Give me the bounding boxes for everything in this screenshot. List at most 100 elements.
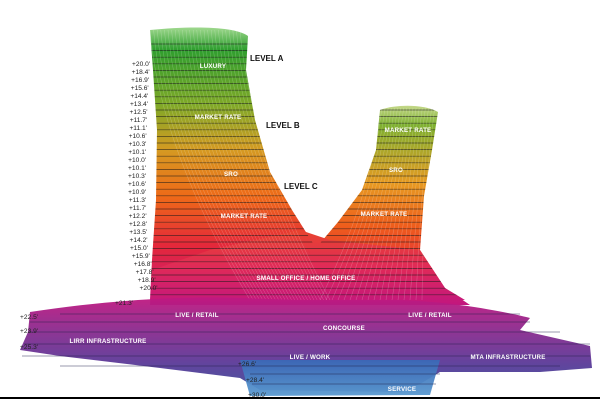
structure-wire: [189, 29, 286, 301]
elevation-label: +14.2': [130, 237, 148, 244]
structure-wire: [218, 29, 311, 301]
elevation-label: +10.6': [129, 133, 147, 140]
structure-wire: [203, 29, 299, 301]
elevation-label: +11.3': [129, 197, 146, 204]
elevation-label: +10.3': [128, 173, 146, 180]
structure-wire: [200, 29, 295, 301]
elevation-label: +15.0': [130, 245, 148, 252]
structure-wire: [214, 29, 308, 301]
elevation-label: +14.4': [130, 93, 148, 100]
structure-wire: [421, 107, 435, 301]
elevation-label: +12.8': [129, 221, 147, 228]
program-market-rate-upper-left: MARKET RATE: [195, 114, 242, 121]
structure-wire: [196, 29, 292, 301]
elevation-label: +16.9': [131, 77, 149, 84]
program-live-retail-left: LIVE / RETAIL: [175, 312, 218, 319]
structure-wire: [185, 29, 283, 301]
structure-wire: [349, 107, 398, 301]
program-market-rate-lower-left: MARKET RATE: [221, 213, 268, 220]
elevation-label: +22.5': [20, 314, 38, 321]
elevation-label: +10.0': [128, 157, 146, 164]
elevation-label: +15.9': [132, 253, 150, 260]
program-market-rate-lower-right: MARKET RATE: [361, 211, 408, 218]
structure-wire: [178, 29, 276, 301]
program-live-retail-right: LIVE / RETAIL: [408, 312, 451, 319]
structure-wire: [367, 107, 407, 301]
elevation-label: +10.9': [128, 189, 146, 196]
elevation-label: +18.9': [138, 277, 156, 284]
elevation-label: +18.4': [132, 69, 150, 76]
elevation-label: +25.3': [20, 344, 38, 351]
elevation-label: +11.1': [129, 125, 146, 132]
structure-wire: [337, 107, 392, 301]
structure-wire: [325, 107, 386, 301]
elevation-label: +10.1': [128, 149, 146, 156]
structure-wire: [331, 107, 389, 301]
elevation-label: +17.8': [136, 269, 154, 276]
base-elevation-labels: +21.3' +22.5' +23.9' +25.3' +26.6' +28.4…: [20, 300, 266, 399]
elevation-label: +10.6': [128, 181, 146, 188]
program-market-rate-upper-right: MARKET RATE: [385, 127, 432, 134]
tower-elevation-labels: +20.0'+18.4'+16.9'+15.6'+14.4'+13.4'+12.…: [128, 61, 157, 292]
structure-wire: [415, 107, 432, 301]
structure-wire: [239, 29, 331, 301]
program-live-work: LIVE / WORK: [290, 354, 331, 361]
elevation-label: +11.7': [129, 205, 146, 212]
elevation-label: +10.3': [128, 141, 146, 148]
elevation-label: +13.5': [129, 229, 147, 236]
structure-wire: [160, 29, 260, 301]
structure-wire: [229, 29, 321, 301]
structure-wire: [236, 29, 327, 301]
structure-wire: [193, 29, 289, 301]
elevation-label: +10.1': [128, 165, 146, 172]
structure-wire: [319, 107, 383, 301]
structure-wire: [391, 107, 420, 301]
structure-wire: [397, 107, 423, 301]
program-concourse: CONCOURSE: [323, 325, 365, 332]
structure-wire: [175, 29, 273, 301]
program-sro-right: SRO: [389, 167, 403, 174]
elevation-label: +12.5': [130, 109, 148, 116]
structure-wire: [207, 29, 302, 301]
elevation-label: +26.6': [238, 361, 256, 368]
structure-wire: [167, 29, 267, 301]
program-luxury: LUXURY: [200, 63, 227, 70]
elevation-label: +21.3': [115, 300, 133, 307]
structure-wire: [182, 29, 279, 301]
elevation-label: +12.2': [129, 213, 147, 220]
structure-wire: [361, 107, 404, 301]
structure-wire: [355, 107, 401, 301]
structure-wire: [211, 29, 305, 301]
elevation-label: +20.0': [132, 61, 150, 68]
structure-wire: [157, 29, 257, 301]
level-c-label: LEVEL C: [284, 182, 318, 191]
structure-wire: [221, 29, 315, 301]
structure-wire: [385, 107, 417, 301]
program-mta-infrastructure: MTA INFRASTRUCTURE: [470, 354, 545, 361]
program-sro-left: SRO: [224, 171, 238, 178]
tower-mass: [150, 27, 470, 305]
structure-wire: [343, 107, 395, 301]
elevation-label: +11.7': [130, 117, 147, 124]
structure-wire: [379, 107, 414, 301]
structure-wire: [403, 107, 426, 301]
structure-wire: [153, 29, 254, 301]
structure-wire: [149, 29, 251, 301]
elevation-label: +16.8': [134, 261, 152, 268]
program-small-office: SMALL OFFICE / HOME OFFICE: [257, 275, 356, 282]
platform-mass: [20, 297, 592, 396]
structure-wire: [232, 29, 324, 301]
elevation-label: +15.6': [131, 85, 149, 92]
program-service: SERVICE: [388, 386, 416, 393]
level-a-label: LEVEL A: [250, 54, 284, 63]
structure-wire: [164, 29, 263, 301]
level-b-label: LEVEL B: [266, 121, 300, 130]
platform-floor-lines: [22, 313, 590, 385]
structure-wire: [225, 29, 318, 301]
elevation-label: +28.4': [246, 377, 264, 384]
structure-wires: [149, 29, 435, 301]
elevation-label: +13.4': [130, 101, 148, 108]
elevation-label: +30.0': [248, 392, 266, 399]
structure-wire: [373, 107, 411, 301]
